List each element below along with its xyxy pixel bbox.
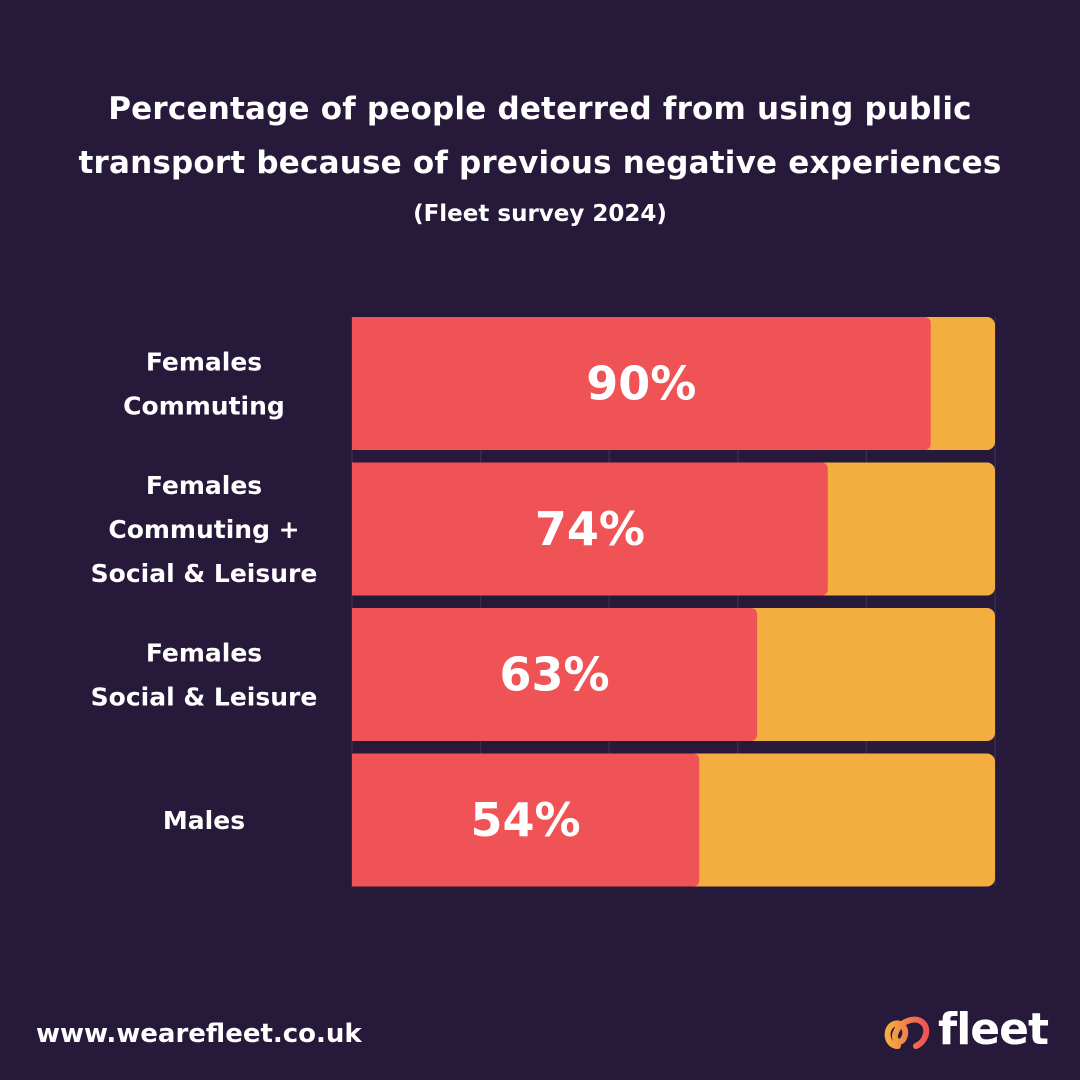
value-label-1: 74% <box>535 502 645 556</box>
website-url[interactable]: www.wearefleet.co.uk <box>36 1019 362 1049</box>
category-labels: 90% Females Commuting 74% Females Commuting +… <box>91 348 697 848</box>
category-label-2-1: Social & Leisure <box>91 683 318 712</box>
bar-value-edge-3 <box>352 753 372 887</box>
brand-logo: fleet <box>880 1004 1049 1056</box>
bar-value-0 <box>352 317 931 450</box>
category-label-3-0: Males <box>163 806 245 835</box>
value-label-2: 63% <box>499 648 609 702</box>
bar-value-1 <box>352 462 828 596</box>
bars <box>352 317 995 887</box>
chart-title-line-1: Percentage of people deterred from using… <box>108 91 972 127</box>
category-label-0-0: Females <box>146 348 262 377</box>
bar-value-3 <box>352 753 700 887</box>
category-label-1-0: Females <box>146 471 262 500</box>
chart-title-block: Percentage of people deterred from using… <box>0 82 1080 234</box>
value-label-3: 54% <box>471 793 581 847</box>
category-label-1-2: Social & Leisure <box>91 559 318 588</box>
bar-value-edge-0 <box>352 317 372 450</box>
bar-value-edge-2 <box>352 608 372 741</box>
category-label-2-0: Females <box>146 639 262 668</box>
value-label-0: 90% <box>586 357 696 411</box>
category-label-1-1: Commuting + <box>108 515 299 544</box>
bar-value-edge-1 <box>352 462 372 596</box>
bar-value-2 <box>352 608 758 741</box>
fleet-loop-icon <box>884 1016 930 1049</box>
chart-title-line-2: transport because of previous negative e… <box>78 145 1002 181</box>
category-label-0-1: Commuting <box>123 392 285 421</box>
brand-name: fleet <box>938 1004 1049 1055</box>
chart-subtitle: (Fleet survey 2024) <box>413 201 667 227</box>
